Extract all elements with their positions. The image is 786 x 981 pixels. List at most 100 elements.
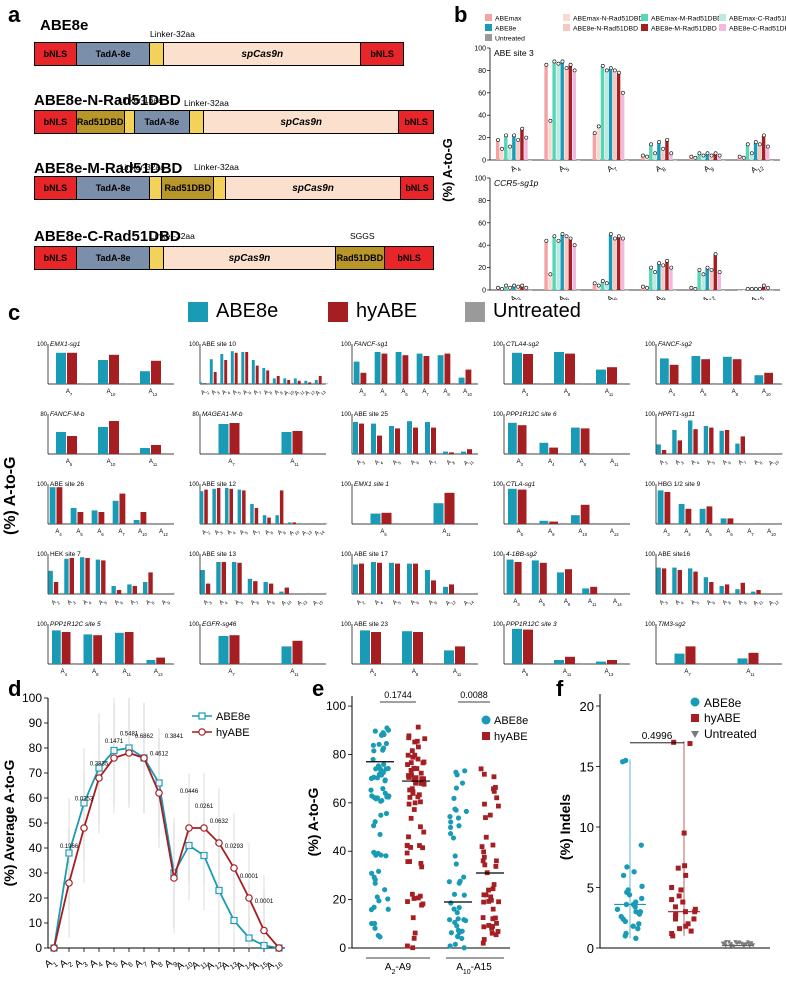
data-point <box>407 794 413 800</box>
data-point <box>622 933 628 939</box>
y-tick-label: 10 <box>29 916 43 930</box>
data-point <box>421 829 427 835</box>
data-point <box>737 154 742 159</box>
bar <box>500 148 504 160</box>
bar <box>673 160 677 161</box>
legend-label: ABE8e-M-Rad51DBD <box>651 26 717 33</box>
bar <box>512 628 522 664</box>
data-point <box>372 877 378 883</box>
bar <box>756 590 761 594</box>
y-tick-label: 20 <box>478 265 486 272</box>
segment-tada-8e: TadA-8e <box>134 111 191 133</box>
segment-bnls: bNLS <box>35 43 77 65</box>
bar <box>242 490 246 524</box>
bar <box>517 489 527 524</box>
data-point <box>371 794 377 801</box>
construct-bar: bNLS TadA-8e spCas9n Rad51DBD bNLS <box>34 246 434 270</box>
data-point <box>456 905 462 911</box>
segment-linker <box>124 111 135 133</box>
bar <box>596 285 601 290</box>
x-tick-label: A6 <box>522 669 529 677</box>
bar <box>413 563 418 594</box>
data-point <box>372 880 378 886</box>
bar <box>520 285 524 290</box>
linker-label: Linker-32aa <box>120 162 165 172</box>
bar <box>713 153 717 160</box>
mini-chart: 100 ABE site 25 A3 A4 A5 A6 A7 A8 A11 <box>341 411 478 468</box>
bar <box>701 274 705 290</box>
y-tick-label: 100 <box>474 46 486 53</box>
x-tick-label: A10 <box>767 529 776 537</box>
y-tick-label: 60 <box>333 796 347 810</box>
x-tick-label: A3 <box>203 597 213 607</box>
data-point <box>757 286 762 291</box>
bar <box>407 421 412 454</box>
legend-label: ABE8e <box>495 26 516 33</box>
bar <box>661 450 667 454</box>
x-tick-label: A12 <box>149 389 158 397</box>
data-point <box>490 842 496 848</box>
data-point <box>682 863 688 869</box>
bar <box>262 368 266 384</box>
series-marker <box>245 894 253 902</box>
bar <box>600 281 605 290</box>
chart-title: CTLA4-sg2 <box>506 341 539 348</box>
x-tick-label: A4 <box>370 669 377 677</box>
bar <box>272 378 276 384</box>
data-point <box>385 906 391 912</box>
y-max-label: 100 <box>189 482 200 488</box>
y-tick-label: 40 <box>478 113 486 120</box>
chart-title: ABE site16 <box>658 551 691 558</box>
series-marker <box>260 926 268 935</box>
data-point <box>614 906 621 912</box>
x-tick-label: A4 <box>221 387 231 397</box>
construct-bar: bNLS Rad51DBD TadA-8e spCas9n bNLS <box>34 110 434 134</box>
bar <box>48 570 53 594</box>
bar <box>353 564 358 594</box>
data-point <box>410 945 416 951</box>
data-point <box>404 843 410 849</box>
bar <box>539 562 547 594</box>
bar <box>395 563 400 594</box>
bar <box>91 510 98 524</box>
bar <box>653 272 657 290</box>
bar <box>565 569 572 594</box>
x-tick-label: A10 <box>138 529 147 537</box>
panel-e-chart: 0 20 40 60 80 100 (%) A-to-G A2-A9 A10-A15 0.1744… <box>305 690 528 976</box>
bar <box>119 493 126 524</box>
bar <box>95 559 101 594</box>
x-tick-label: A2 <box>51 597 61 607</box>
x-tick-label: A5 <box>239 527 249 537</box>
data-point <box>657 261 662 266</box>
bar <box>423 356 430 384</box>
x-tick-label: A7 <box>253 387 263 397</box>
y-tick-label: 0 <box>587 941 594 956</box>
data-point <box>370 756 376 763</box>
data-point <box>552 234 557 239</box>
bar <box>444 650 454 664</box>
data-point <box>415 724 421 730</box>
data-point <box>653 270 658 274</box>
data-point <box>478 766 484 772</box>
data-point <box>645 154 649 159</box>
bar <box>735 443 740 454</box>
x-tick-label: A2 <box>659 457 669 467</box>
data-point <box>705 151 710 156</box>
panel-label-c: c <box>8 300 21 325</box>
data-point <box>639 895 645 902</box>
data-point <box>661 146 666 151</box>
chart-title: CTLA-sg1 <box>506 481 536 488</box>
y-max-label: 100 <box>645 622 656 628</box>
legend-label: Untreated <box>704 727 757 741</box>
data-point <box>376 741 382 747</box>
mini-chart: 100 ABE site 12 A2 A3 A4 A5 A7 A8 A9 A10 A13 A14 <box>189 481 328 538</box>
bar <box>705 267 709 290</box>
bar <box>604 283 609 290</box>
bar <box>685 508 692 524</box>
data-point <box>446 917 453 923</box>
data-point <box>409 786 415 792</box>
bar <box>266 370 270 384</box>
data-point <box>661 263 666 268</box>
bar <box>381 512 392 524</box>
data-point <box>406 735 412 741</box>
